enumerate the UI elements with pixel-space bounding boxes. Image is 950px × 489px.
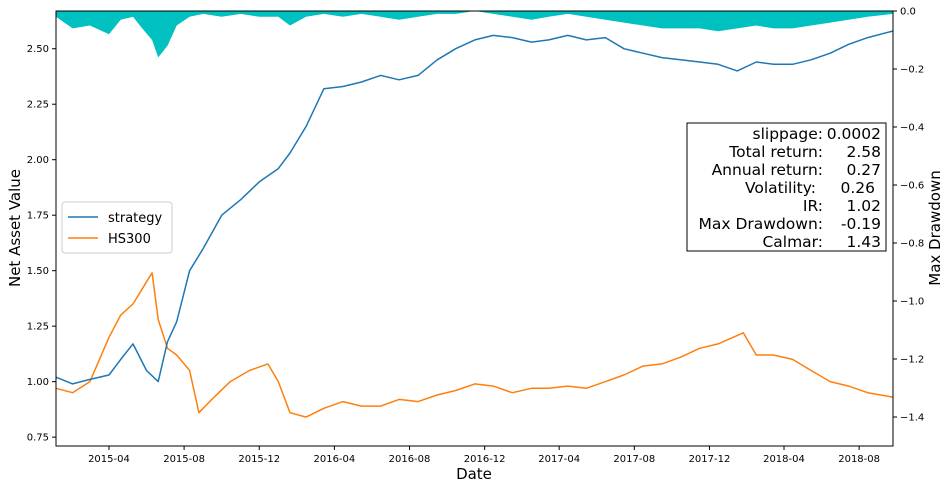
y-axis-left: 0.75 1.00 1.25 1.50 1.75 2.00 2.25 2.50 [27,44,56,444]
stat-label-total-return: Total return: [728,143,823,161]
drawdown-area-layer [56,11,893,58]
y-tick-label: 2.00 [27,155,49,166]
y-tick-label: 1.25 [27,322,49,333]
stat-label-ir: IR: [803,197,823,215]
y2-tick-label: 0.0 [900,7,916,18]
x-tick-label: 2015-04 [88,454,130,465]
y2-tick-label: −0.2 [900,65,924,76]
y-tick-label: 1.00 [27,377,49,388]
y2-axis-title: Max Drawdown [926,170,944,285]
stat-value-slippage: 0.0002 [827,125,881,143]
x-axis: 2015-04 2015-08 2015-12 2016-04 2016-08 2016-… [88,446,880,465]
x-tick-label: 2016-12 [464,454,506,465]
legend-label-hs300: HS300 [108,232,151,247]
y-axis-right: 0.0 −0.2 −0.4 −0.6 −0.8 −1.0 −1.2 −1.4 [893,7,924,424]
stat-value-calmar: 1.43 [846,233,881,251]
y2-tick-label: −0.8 [900,239,924,250]
stats-box-frame [686,122,887,252]
drawdown-area [56,11,893,58]
stat-value-total-return: 2.58 [846,143,881,161]
stat-value-volatility: 0.26 [840,179,875,197]
stat-value-ir: 1.02 [846,197,881,215]
y2-tick-label: −1.4 [900,413,924,424]
stats-box: slippage: 0.0002 Total return: 2.58 Annu… [686,122,887,252]
x-tick-label: 2017-12 [689,454,731,465]
y-tick-label: 2.50 [27,44,49,55]
x-axis-title: Date [456,465,492,483]
y-tick-label: 0.75 [27,433,49,444]
strategy-line [55,30,894,385]
stat-value-annual-return: 0.27 [846,161,881,179]
x-tick-label: 2018-08 [838,454,880,465]
y2-tick-label: −1.0 [900,297,924,308]
x-tick-label: 2018-04 [763,454,805,465]
plot-frame [55,10,894,447]
x-tick-label: 2016-04 [313,454,355,465]
legend-label-strategy: strategy [108,211,163,226]
stat-value-max-drawdown: -0.19 [841,215,881,233]
hs300-line [55,272,894,418]
y2-tick-label: −0.6 [900,181,924,192]
stat-label-max-drawdown: Max Drawdown: [699,215,824,233]
stat-label-slippage: slippage: [753,125,823,143]
stat-label-volatility: Volatility: [745,179,816,197]
x-tick-label: 2015-12 [238,454,280,465]
y-axis-title: Net Asset Value [6,169,24,287]
series-layer [55,30,894,418]
y-tick-label: 1.75 [27,211,49,222]
legend-box [61,201,173,254]
x-tick-label: 2017-08 [613,454,655,465]
y-tick-label: 1.50 [27,266,49,277]
stat-label-annual-return: Annual return: [712,161,823,179]
stat-label-calmar: Calmar: [762,233,823,251]
y2-tick-label: −1.2 [900,355,924,366]
y-tick-label: 2.25 [27,100,49,111]
x-tick-label: 2015-08 [163,454,205,465]
x-tick-label: 2016-08 [389,454,431,465]
x-tick-label: 2017-04 [538,454,580,465]
legend: strategy HS300 [61,201,173,254]
y2-tick-label: −0.4 [900,123,924,134]
